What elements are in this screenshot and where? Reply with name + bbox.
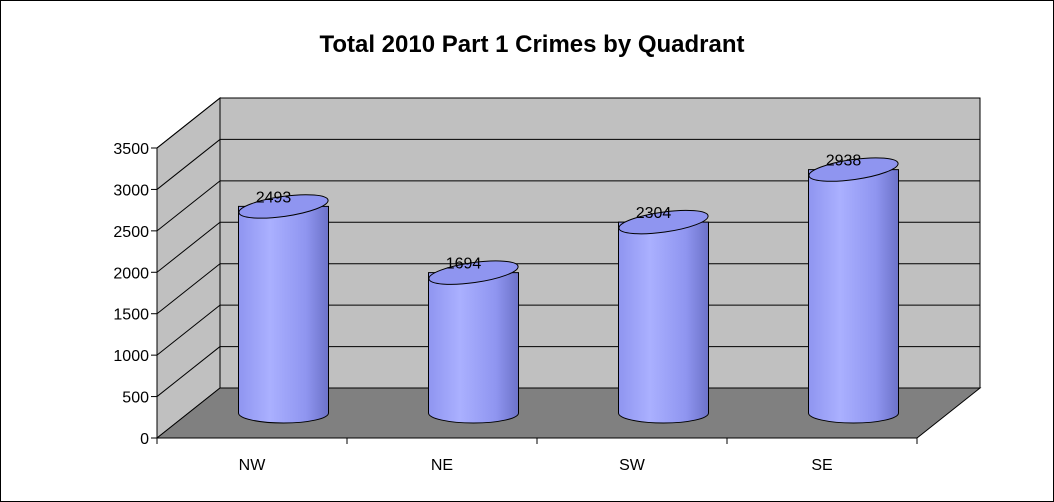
y-tick-label: 2500 [113, 224, 149, 241]
y-tick-label: 3000 [113, 182, 149, 199]
y-tick-label: 2000 [113, 265, 149, 282]
gridline-side [156, 346, 221, 397]
gridline-side [156, 97, 221, 149]
y-tick-label: 0 [140, 431, 149, 448]
bar-sw [618, 209, 709, 424]
x-tick-label: SW [619, 457, 646, 474]
bar-top [238, 194, 329, 219]
gridline-side [156, 139, 221, 190]
data-label: 1694 [446, 256, 482, 273]
bar-se [808, 157, 899, 424]
gridline-side [156, 180, 221, 232]
gridline-side [156, 221, 221, 273]
x-tick-label: NE [431, 457, 453, 474]
bar-ne [428, 260, 519, 424]
bar-body [618, 221, 709, 424]
bar-top [618, 209, 709, 235]
x-tick-label: NW [239, 457, 267, 474]
bar-nw [238, 194, 329, 424]
y-tick-label: 1000 [113, 348, 149, 365]
y-tick-label: 3500 [113, 141, 149, 158]
gridline-side [156, 263, 221, 315]
data-label: 2938 [826, 153, 862, 170]
chart-title: Total 2010 Part 1 Crimes by Quadrant [319, 31, 744, 58]
x-tick-label: SE [811, 457, 832, 474]
bar-body [238, 205, 329, 424]
bar-top [808, 157, 899, 182]
bar-body [808, 169, 899, 424]
side-wall [156, 96, 221, 440]
data-label: 2493 [256, 189, 292, 206]
bar-body [428, 272, 519, 424]
y-tick-label: 500 [122, 390, 149, 407]
gridline-side [156, 304, 221, 356]
y-tick-label: 1500 [113, 307, 149, 324]
bar-top [428, 260, 519, 285]
data-label: 2304 [636, 205, 672, 222]
